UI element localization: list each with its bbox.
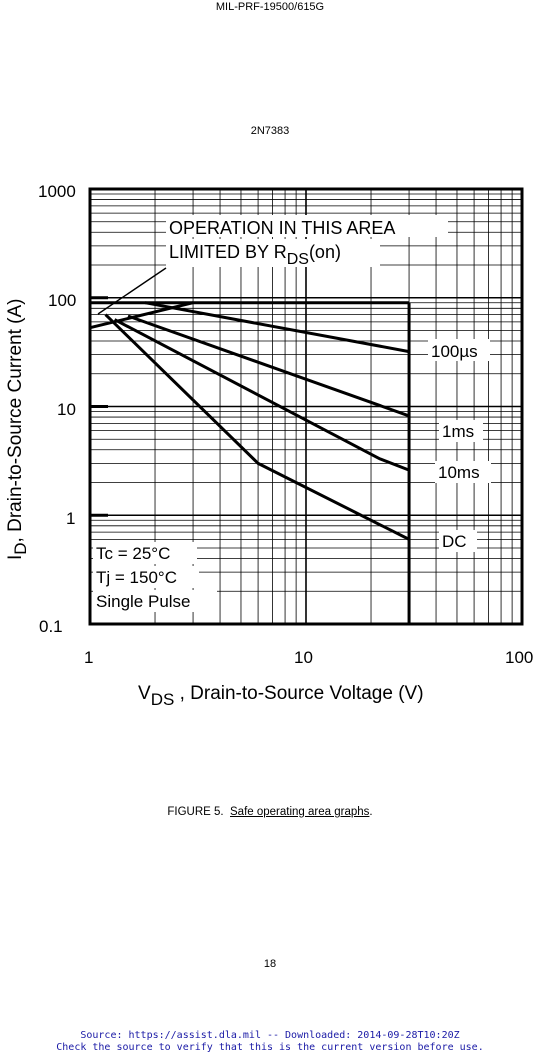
source-footer-line-2: Check the source to verify that this is … bbox=[56, 1042, 484, 1053]
major-ticks bbox=[90, 296, 108, 517]
annotation-line-2b: (on) bbox=[309, 242, 341, 262]
series-label-bg bbox=[439, 420, 483, 442]
y-tick-label: 1 bbox=[66, 509, 75, 528]
annotation-line-2: LIMITED BY RDS(on) bbox=[169, 242, 341, 268]
y-axis-label: ID, Drain-to-Source Current (A) bbox=[5, 299, 30, 560]
y-tick-label: 10 bbox=[57, 400, 76, 419]
y-tick-label: 100 bbox=[48, 291, 76, 310]
annotation-bg bbox=[166, 239, 380, 267]
part-number: 2N7383 bbox=[250, 125, 290, 137]
curve-100s bbox=[144, 301, 410, 354]
series-label-dc: DC bbox=[442, 532, 467, 551]
x-axis-label-rest: , Drain-to-Source Voltage (V) bbox=[174, 683, 423, 704]
figure-title-end: . bbox=[369, 806, 373, 818]
x-axis-label-main: V bbox=[138, 683, 151, 704]
limit-lines bbox=[90, 301, 411, 624]
x-axis-label-sub: DS bbox=[151, 690, 175, 709]
condition-pulse: Single Pulse bbox=[96, 592, 191, 611]
series-label-1ms: 1ms bbox=[442, 422, 474, 441]
curve-10ms bbox=[113, 318, 410, 472]
x-axis-label: VDS , Drain-to-Source Voltage (V) bbox=[138, 683, 424, 709]
chart-curves bbox=[89, 301, 410, 541]
x-tick-label: 10 bbox=[294, 648, 313, 667]
figure-title: Safe operating area graphs bbox=[230, 806, 370, 818]
annotation-pointer bbox=[97, 267, 167, 315]
curve-rds-on-limit bbox=[89, 301, 194, 330]
series-label-bg bbox=[428, 339, 490, 361]
annotation-line-2-sub: DS bbox=[287, 251, 309, 268]
y-axis-label-sub: D bbox=[11, 542, 30, 554]
y-axis-label-main: I bbox=[5, 555, 26, 560]
y-axis-label-rest: , Drain-to-Source Current (A) bbox=[5, 299, 26, 543]
x-tick-label: 1 bbox=[84, 648, 93, 667]
x-tick-label: 100 bbox=[505, 648, 533, 667]
series-label-10ms: 10ms bbox=[438, 463, 480, 482]
condition-tc: Tc = 25°C bbox=[96, 544, 170, 563]
figure-label: FIGURE 5. bbox=[167, 806, 224, 818]
y-tick-label: 1000 bbox=[38, 182, 76, 201]
annotation-line-1: OPERATION IN THIS AREA bbox=[169, 218, 395, 238]
annotation-line-2a: LIMITED BY R bbox=[169, 242, 287, 262]
series-label-bg bbox=[439, 530, 477, 552]
series-label-100us: 100µs bbox=[431, 342, 478, 361]
conditions-bg bbox=[93, 590, 217, 612]
condition-tj: Tj = 150°C bbox=[96, 568, 177, 587]
spec-number: MIL-PRF-19500/615G bbox=[215, 1, 325, 13]
page-number: 18 bbox=[263, 958, 277, 970]
curve-1ms bbox=[127, 314, 410, 418]
y-tick-label: 0.1 bbox=[39, 617, 63, 636]
figure-caption: FIGURE 5. Safe operating area graphs. bbox=[0, 806, 540, 818]
series-label-bg bbox=[435, 461, 491, 483]
safe-operating-area-chart: 1000 100 10 1 0.1 1 10 100 VDS , Drain-t… bbox=[5, 182, 533, 709]
conditions-bg bbox=[93, 566, 199, 588]
conditions-bg bbox=[93, 542, 197, 564]
annotation-bg bbox=[166, 215, 448, 237]
source-footer-line-1: Source: https://assist.dla.mil -- Downlo… bbox=[80, 1030, 460, 1041]
curve-dc bbox=[104, 313, 410, 541]
